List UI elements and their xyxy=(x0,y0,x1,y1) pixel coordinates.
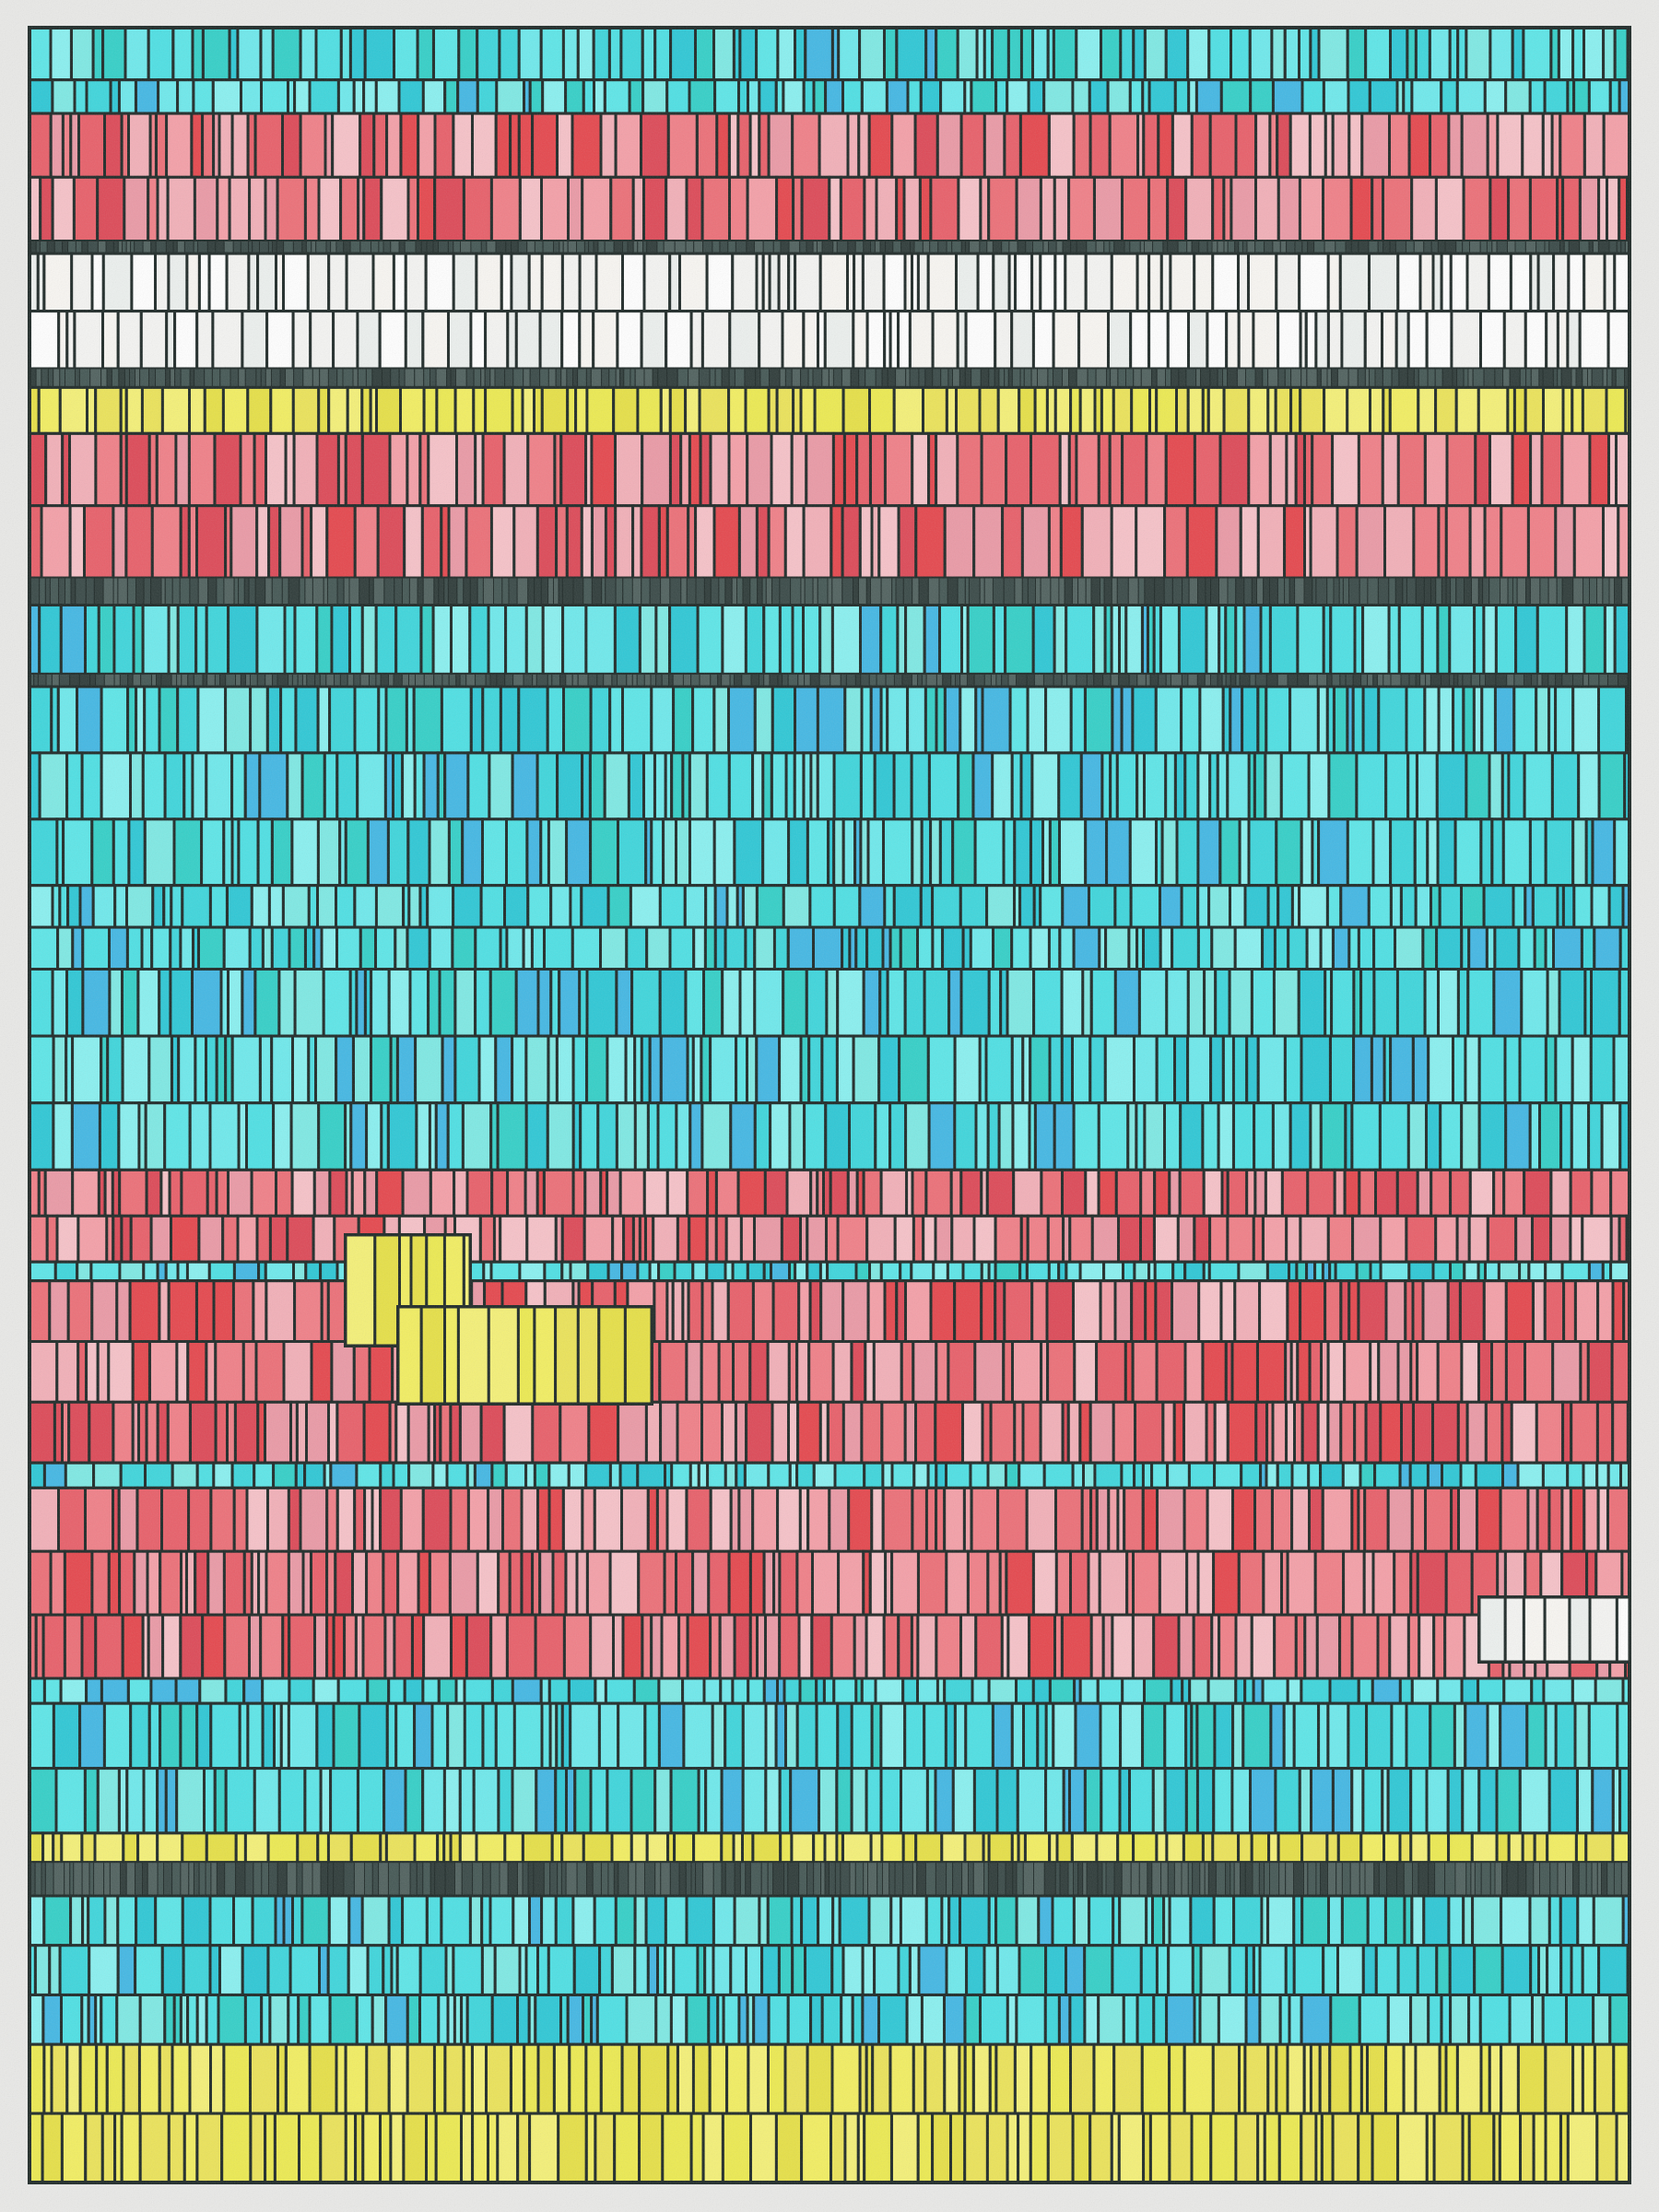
artwork-frame xyxy=(0,0,1659,2212)
stripe-artwork xyxy=(0,0,1659,2212)
grain-overlay xyxy=(0,0,1659,2212)
